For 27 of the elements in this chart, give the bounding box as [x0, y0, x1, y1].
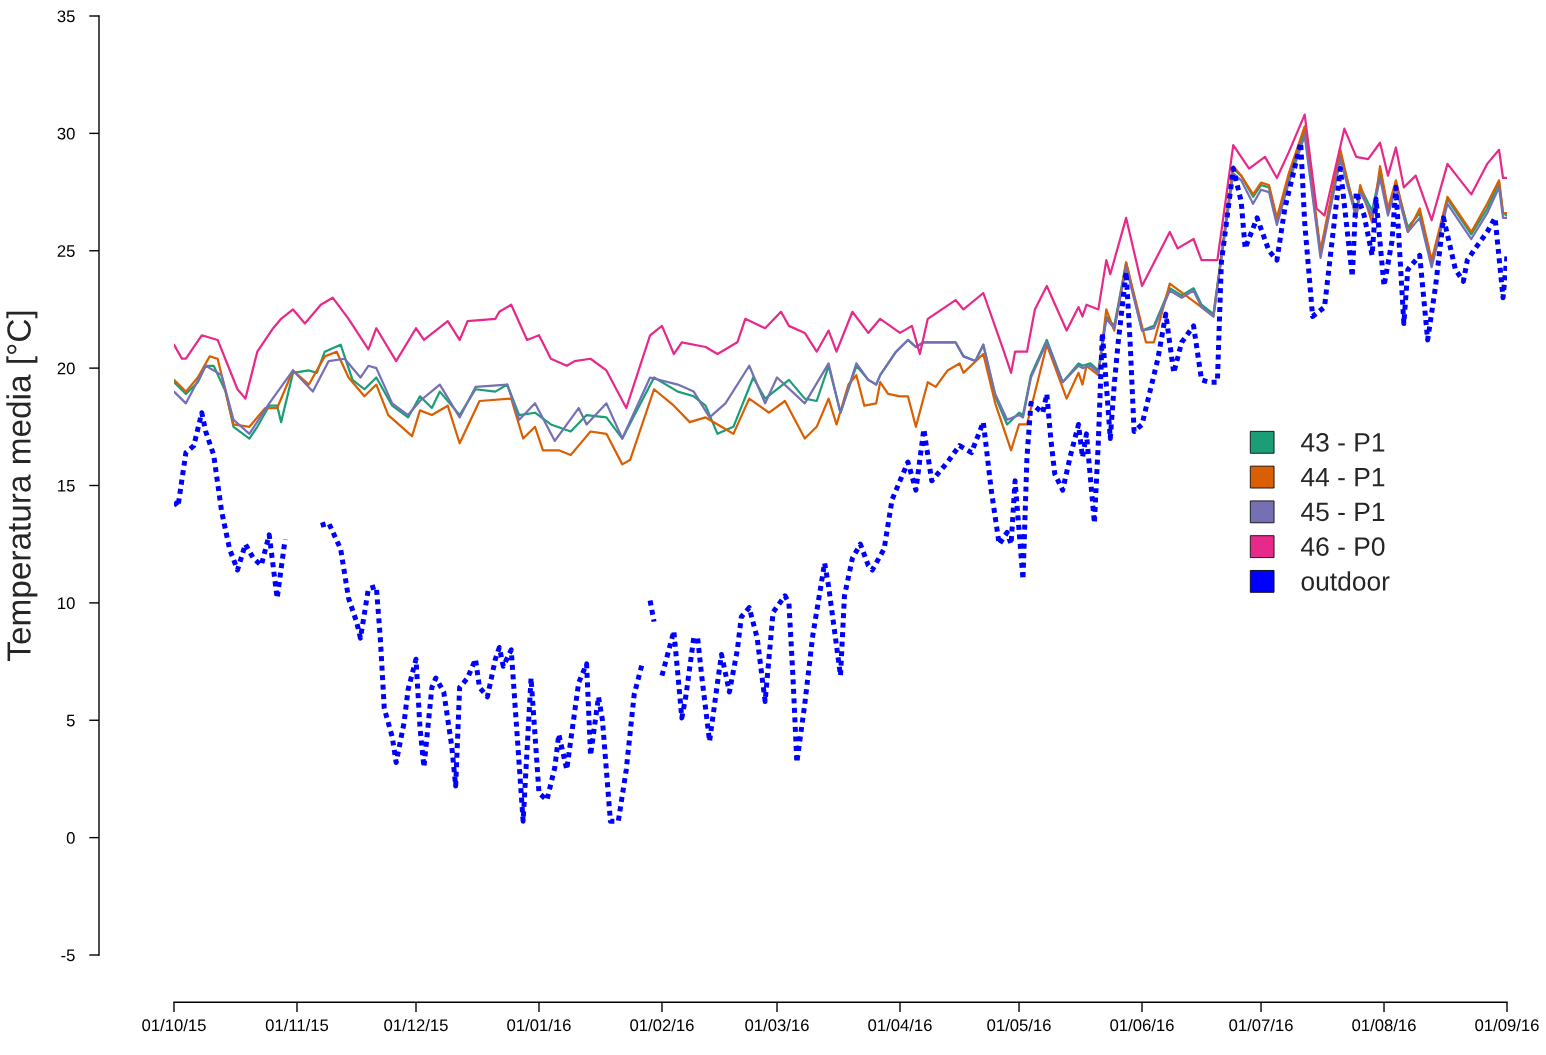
x-tick-label: 01/11/15 — [265, 1018, 329, 1032]
x-tick-label: 01/02/16 — [630, 1018, 694, 1032]
y-tick-label: 20 — [57, 362, 75, 375]
x-tick-label: 01/09/16 — [1475, 1018, 1539, 1032]
x-tick-label: 01/01/16 — [507, 1018, 571, 1032]
x-tick-label: 01/04/16 — [868, 1018, 932, 1032]
legend-label: 45 - P1 — [1301, 502, 1385, 522]
legend-label: 46 - P0 — [1301, 537, 1385, 556]
y-tick-label: 30 — [57, 127, 75, 140]
legend-label: 43 - P1 — [1301, 433, 1385, 452]
y-tick-label: 25 — [57, 245, 75, 257]
y-tick-label: -5 — [61, 949, 75, 962]
x-tick-label: 01/06/16 — [1110, 1018, 1174, 1032]
x-tick-label: 01/07/16 — [1229, 1018, 1293, 1032]
x-tick-label: 01/10/15 — [142, 1018, 206, 1032]
x-tick-label: 01/03/16 — [745, 1018, 809, 1032]
y-tick-label: 5 — [66, 714, 75, 727]
y-tick-label: 35 — [57, 10, 75, 23]
legend-label: 44 - P1 — [1301, 468, 1385, 487]
y-tick-label: 10 — [58, 597, 75, 610]
x-tick-label: 01/05/16 — [987, 1018, 1051, 1032]
x-tick-label: 01/08/16 — [1352, 1018, 1416, 1032]
y-tick-label: 15 — [58, 480, 75, 492]
x-tick-label: 01/12/15 — [384, 1018, 448, 1032]
y-axis-title: Temperatura media [°C] — [6, 311, 38, 661]
legend-label: outdoor — [1301, 571, 1390, 591]
y-tick-label: 0 — [66, 832, 75, 844]
